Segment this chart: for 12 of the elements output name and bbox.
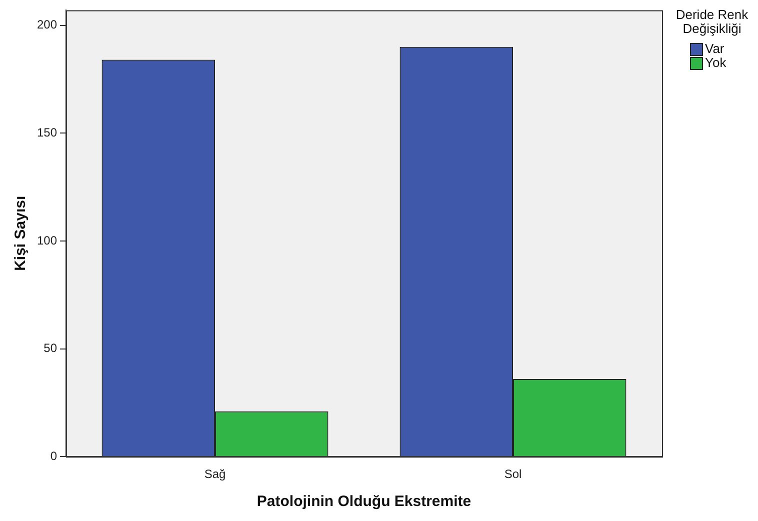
x-tick-label: Sol [504,467,522,482]
y-axis-title: Kişi Sayısı [12,196,30,271]
y-tick-label: 100 [36,233,58,248]
legend-title: Deride Renk Değişikliği [674,7,750,36]
y-tick-label: 0 [50,448,58,463]
y-tick-label: 200 [36,18,58,32]
y-tick-label: 50 [44,341,58,356]
legend-label: Var [705,41,724,56]
x-axis-title: Patolojinin Olduğu Ekstremite [256,493,472,510]
y-tick-label: 150 [36,125,58,140]
x-tick-label: Sağ [204,467,226,482]
legend-label: Yok [705,55,726,70]
